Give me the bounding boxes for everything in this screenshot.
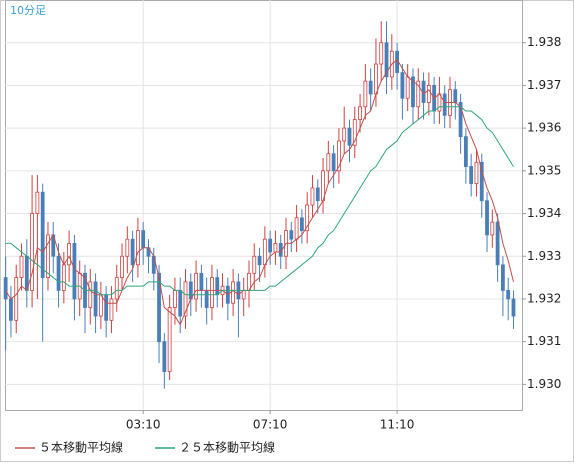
candle-body [24, 255, 29, 291]
legend-label: ２５本移動平均線 [179, 440, 275, 455]
candle-body [114, 277, 119, 300]
ma-line [5, 106, 514, 296]
candle-body [268, 238, 273, 253]
candle-body [426, 85, 431, 103]
plot-area [5, 0, 523, 411]
candle-body [337, 140, 341, 172]
candle-body [458, 102, 463, 138]
candle-body [231, 281, 236, 304]
candle-body [294, 217, 299, 240]
candle-body [363, 80, 368, 108]
candle-body [93, 281, 98, 317]
candle-body [157, 272, 161, 343]
candle-body [88, 281, 93, 308]
candle-body [379, 42, 384, 65]
y-tick-label: 1.930 [527, 377, 561, 391]
candle-body [326, 153, 331, 172]
candle-body [463, 136, 468, 167]
candle-body [289, 230, 294, 240]
candle-body [384, 42, 389, 78]
candle-body [35, 191, 40, 214]
candle-body [416, 80, 421, 108]
candle-body [104, 294, 109, 321]
candle-body [183, 281, 188, 317]
candle-body [67, 243, 72, 266]
candle-body [141, 230, 146, 249]
candle-body [469, 166, 474, 185]
candle-body [125, 238, 130, 257]
candle-body [199, 272, 204, 291]
candle-body [262, 238, 267, 266]
candle-body [506, 290, 511, 300]
candle-body [342, 127, 347, 142]
candle-body [30, 213, 34, 291]
candle-body [204, 290, 209, 308]
y-tick-label: 1.938 [527, 35, 561, 49]
candle-body [215, 277, 220, 296]
candle-body [61, 264, 66, 291]
candle-body [109, 298, 114, 321]
candle-body [72, 243, 77, 300]
candle-body [453, 89, 458, 103]
candle-body [40, 191, 45, 279]
candle-body [501, 264, 505, 291]
candle-body [46, 234, 50, 279]
candle-body [352, 119, 357, 146]
candle-body [167, 307, 172, 372]
candle-body [485, 200, 489, 236]
y-tick-label: 1.934 [527, 206, 561, 220]
y-tick-label: 1.932 [527, 291, 561, 305]
y-tick-label: 1.935 [527, 163, 561, 177]
x-tick-label: 03:10 [126, 418, 161, 432]
candle-body [173, 290, 177, 308]
candle-body [210, 277, 214, 308]
candle-body [511, 298, 516, 317]
candle-body [495, 221, 500, 266]
candle-body [120, 255, 124, 279]
candle-body [9, 298, 13, 321]
legend-label: ５本移動平均線 [39, 440, 123, 455]
candle-body [474, 161, 479, 185]
y-tick-label: 1.936 [527, 121, 561, 135]
candle-body [299, 217, 304, 232]
candle-body [98, 294, 103, 317]
candle-body [162, 341, 167, 372]
candle-body [400, 72, 405, 99]
candle-body [257, 255, 262, 266]
candle-body [273, 243, 278, 253]
candle-body [347, 127, 352, 146]
x-tick-label: 07:10 [253, 418, 288, 432]
candle-body [442, 93, 447, 116]
y-tick-label: 1.937 [527, 78, 561, 92]
chart-title: 10分足 [10, 4, 46, 17]
candle-body [405, 76, 410, 99]
candle-body [374, 63, 378, 95]
candle-body [310, 187, 315, 206]
candle-body [130, 238, 135, 266]
candle-body [368, 80, 373, 95]
candle-body [178, 290, 183, 317]
candle-body [194, 272, 198, 300]
candle-body [411, 76, 415, 108]
y-tick-label: 1.933 [527, 249, 561, 263]
candle-body [331, 153, 336, 172]
candle-body [3, 277, 8, 300]
x-tick-label: 11:10 [380, 418, 415, 432]
candle-body [14, 277, 19, 321]
candle-body [479, 161, 484, 202]
candle-body [252, 255, 257, 274]
y-tick-label: 1.931 [527, 334, 561, 348]
candle-body [305, 204, 310, 232]
candle-body [315, 187, 320, 202]
candle-body [135, 230, 140, 266]
candle-body [56, 255, 61, 291]
candle-body [358, 106, 362, 120]
candle-body [490, 221, 495, 236]
candle-body [19, 255, 24, 279]
